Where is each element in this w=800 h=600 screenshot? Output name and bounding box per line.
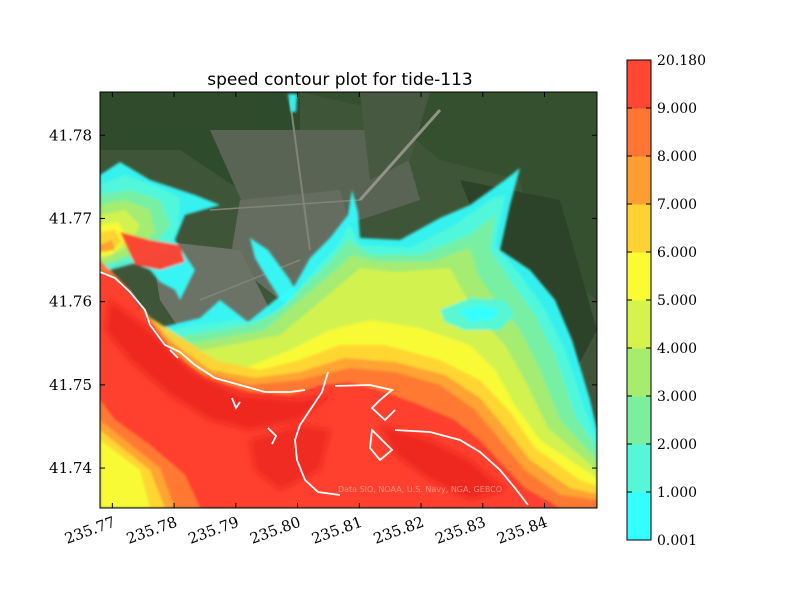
colorbar-label: 5.000 — [657, 293, 697, 309]
shoreline-jetty — [294, 371, 341, 496]
colorbar-segment — [627, 252, 651, 301]
shoreline-small-c — [169, 349, 179, 359]
max-speed-patch-c — [250, 425, 330, 490]
colorbar-segment — [627, 348, 651, 397]
colorbar-label: 4.000 — [657, 341, 697, 357]
colorbar: 0.001 1.000 2.000 3.000 4.000 5.000 6.000 7.000… — [626, 53, 706, 549]
colorbar-segment — [627, 156, 651, 205]
contour-eddy-inner — [458, 305, 500, 322]
colorbar-label: 20.180 — [657, 53, 706, 69]
y-tick-label: 41.77 — [49, 209, 92, 227]
shoreline-spit — [334, 384, 396, 422]
shoreline-island — [369, 428, 394, 462]
colorbar-label: 2.000 — [657, 437, 697, 453]
max-speed-patches — [105, 300, 505, 500]
colorbar-label: 1.000 — [657, 485, 697, 501]
contour-band-0d — [288, 94, 297, 112]
max-speed-patch-a — [105, 300, 330, 430]
x-tick-label: 235.83 — [433, 513, 488, 548]
contour-band-0c — [250, 238, 300, 302]
colorbar-segment — [627, 204, 651, 253]
contour-band-7 — [100, 240, 115, 252]
colorbar-segment — [627, 108, 651, 157]
x-tick-label: 235.77 — [62, 513, 117, 548]
y-tick-label: 41.75 — [49, 376, 92, 394]
speed-contours — [100, 94, 597, 508]
max-speed-patch-b — [380, 425, 505, 500]
colorbar-label: 3.000 — [657, 389, 697, 405]
colorbar-segment — [627, 60, 651, 109]
colorbar-segment — [627, 492, 651, 541]
x-tick-label: 235.82 — [371, 513, 426, 548]
shoreline — [100, 271, 529, 506]
colorbar-label: 0.001 — [657, 533, 697, 549]
map-attribution: Data SIO, NOAA, U.S. Navy, NGA, GEBCO — [338, 485, 502, 494]
shoreline-small-b — [267, 427, 278, 445]
x-tick-label: 235.78 — [124, 513, 179, 548]
y-tick-label: 41.78 — [49, 126, 92, 144]
colorbar-label: 6.000 — [657, 245, 697, 261]
chart-title: speed contour plot for tide-113 — [207, 70, 473, 90]
x-tick-label: 235.79 — [186, 513, 241, 548]
y-tick-label: 41.76 — [49, 293, 92, 311]
shoreline-west — [100, 271, 306, 393]
shoreline-east — [394, 429, 529, 506]
plot-area: Data SIO, NOAA, U.S. Navy, NGA, GEBCO — [100, 92, 597, 508]
plot-frame — [99, 91, 598, 509]
y-axis: 41.74 41.75 41.76 41.77 41.78 — [49, 126, 597, 477]
shoreline-small-a — [231, 397, 241, 410]
colorbar-segment — [627, 444, 651, 493]
colorbar-label: 7.000 — [657, 197, 697, 213]
colorbar-label: 9.000 — [657, 101, 697, 117]
x-tick-label: 235.84 — [494, 513, 549, 548]
x-tick-label: 235.80 — [247, 513, 302, 548]
y-tick-label: 41.74 — [49, 459, 92, 477]
colorbar-segment — [627, 396, 651, 445]
colorbar-segment — [627, 300, 651, 349]
colorbar-label: 8.000 — [657, 149, 697, 165]
contour-band-9b — [120, 232, 185, 270]
x-tick-label: 235.81 — [309, 513, 364, 548]
